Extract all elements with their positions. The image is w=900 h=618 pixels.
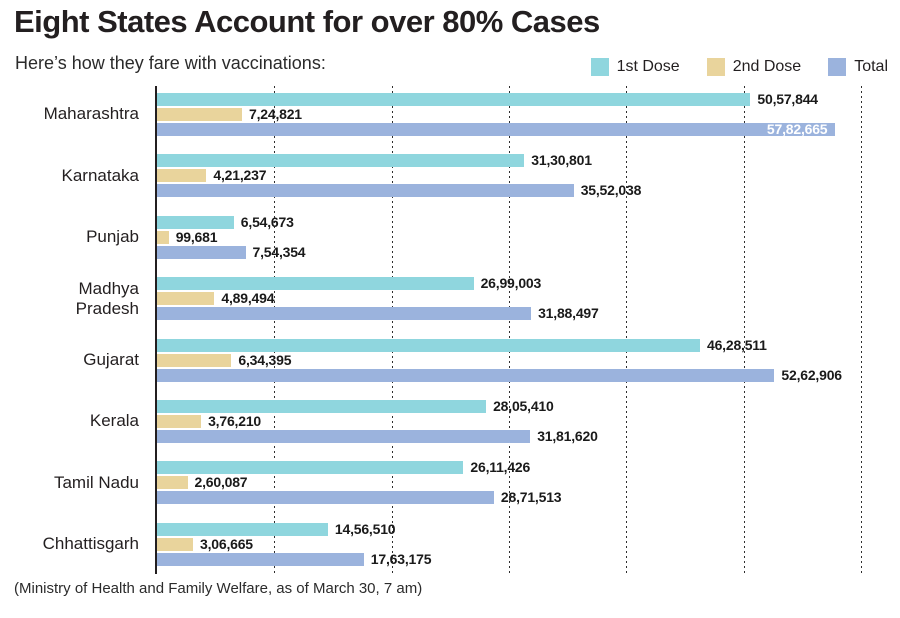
value-label-punjab-1st-dose: 6,54,673 — [240, 213, 294, 230]
legend-item-total: Total — [828, 58, 888, 76]
bar-madhya-pradesh-1st-dose — [157, 277, 474, 291]
bar-tamil-nadu-2nd-dose — [157, 476, 188, 490]
category-label-gujarat: Gujarat — [83, 350, 139, 370]
category-label-karnataka: Karnataka — [61, 165, 140, 185]
bar-group-punjab: 6,54,673 99,681 7,54,354 — [157, 213, 880, 260]
gridline — [391, 86, 393, 574]
bar-group-karnataka: 31,30,801 4,21,237 35,52,038 — [157, 152, 880, 199]
value-label-maharashtra-1st-dose: 50,57,844 — [757, 91, 818, 107]
bar-karnataka-2nd-dose — [157, 169, 207, 183]
bar-madhya-pradesh-total — [157, 307, 532, 321]
bar-kerala-2nd-dose — [157, 415, 202, 428]
legend-label: 1st Dose — [616, 58, 680, 75]
legend-item-1st-dose: 1st Dose — [590, 58, 680, 76]
chart-title: Eight States Account for over 80% Cases — [14, 4, 600, 39]
value-label-chhattisgarh-2nd-dose: 3,06,665 — [200, 535, 253, 552]
value-label-tamil-nadu-total: 28,71,513 — [500, 489, 562, 506]
category-label-maharashtra: Maharashtra — [43, 104, 139, 124]
bar-maharashtra-2nd-dose — [157, 108, 242, 121]
y-axis-line — [155, 86, 157, 574]
bar-gujarat-1st-dose — [157, 338, 700, 352]
bar-punjab-1st-dose — [157, 215, 234, 229]
bar-chhattisgarh-total — [157, 552, 364, 566]
category-axis-labels: Maharashtra Karnataka Punjab Madhya Pradesh… — [0, 86, 147, 574]
plot-area: 50,57,844 7,24,821 57,82,665 31,30,801 4,21,… — [155, 86, 880, 574]
bar-group-maharashtra: 50,57,844 7,24,821 57,82,665 — [157, 91, 880, 137]
gridline — [860, 86, 862, 574]
value-label-tamil-nadu-2nd-dose: 2,60,087 — [194, 474, 248, 491]
gridline — [743, 86, 745, 574]
legend-label: 2nd Dose — [732, 58, 802, 75]
total-swatch-icon — [828, 58, 847, 76]
value-label-gujarat-1st-dose: 46,28,511 — [707, 336, 767, 353]
value-label-tamil-nadu-1st-dose: 26,11,426 — [470, 459, 531, 476]
value-label-punjab-total: 7,54,354 — [252, 243, 306, 260]
bar-group-kerala: 28,05,410 3,76,210 31,81,620 — [157, 398, 880, 444]
bar-karnataka-1st-dose — [157, 154, 525, 168]
value-label-punjab-2nd-dose: 99,681 — [175, 228, 218, 245]
legend-label: Total — [854, 58, 888, 75]
bar-gujarat-total — [157, 368, 775, 382]
category-label-madhya-pradesh: Madhya Pradesh — [75, 278, 139, 318]
value-label-maharashtra-2nd-dose: 7,24,821 — [249, 106, 302, 122]
second-dose-swatch-icon — [706, 58, 725, 76]
value-label-madhya-pradesh-total: 31,88,497 — [538, 305, 599, 322]
value-label-chhattisgarh-1st-dose: 14,56,510 — [334, 520, 396, 537]
bar-tamil-nadu-1st-dose — [157, 461, 464, 475]
bar-chhattisgarh-2nd-dose — [157, 537, 193, 551]
bar-gujarat-2nd-dose — [157, 353, 232, 367]
value-label-karnataka-total: 35,52,038 — [580, 182, 642, 199]
value-label-karnataka-1st-dose: 31,30,801 — [531, 152, 592, 169]
source-note: (Ministry of Health and Family Welfare, … — [14, 580, 423, 597]
bar-punjab-total — [157, 245, 246, 259]
bar-tamil-nadu-total — [157, 491, 494, 505]
first-dose-swatch-icon — [590, 58, 609, 76]
value-label-kerala-2nd-dose: 3,76,210 — [208, 413, 261, 429]
bar-kerala-total — [157, 430, 531, 443]
gridline — [274, 86, 276, 574]
value-label-chhattisgarh-total: 17,63,175 — [370, 550, 432, 567]
bar-maharashtra-total — [157, 123, 836, 136]
chart-subtitle: Here’s how they fare with vaccinations: — [15, 53, 326, 73]
value-label-kerala-total: 31,81,620 — [537, 428, 598, 444]
bar-group-chhattisgarh: 14,56,510 3,06,665 17,63,175 — [157, 520, 880, 567]
value-label-madhya-pradesh-2nd-dose: 4,89,494 — [221, 290, 275, 307]
bar-maharashtra-1st-dose — [157, 93, 751, 106]
bar-punjab-2nd-dose — [157, 230, 169, 244]
bar-group-gujarat: 46,28,511 6,34,395 52,62,906 — [157, 336, 880, 383]
category-label-tamil-nadu: Tamil Nadu — [53, 472, 139, 492]
value-label-madhya-pradesh-1st-dose: 26,99,003 — [480, 275, 542, 292]
legend: 1st Dose 2nd Dose Total — [590, 58, 888, 76]
bar-group-tamil-nadu: 26,11,426 2,60,087 28,71,513 — [157, 459, 880, 506]
value-label-karnataka-2nd-dose: 4,21,237 — [213, 167, 267, 184]
bar-kerala-1st-dose — [157, 400, 487, 413]
gridline — [626, 86, 628, 574]
bar-madhya-pradesh-2nd-dose — [157, 292, 215, 306]
bar-group-madhya-pradesh: 26,99,003 4,89,494 31,88,497 — [157, 275, 880, 322]
category-label-chhattisgarh: Chhattisgarh — [42, 534, 139, 554]
legend-item-2nd-dose: 2nd Dose — [706, 58, 802, 76]
bar-chhattisgarh-1st-dose — [157, 522, 328, 536]
value-label-maharashtra-total: 57,82,665 — [766, 121, 828, 137]
bar-karnataka-total — [157, 184, 574, 198]
value-label-gujarat-2nd-dose: 6,34,395 — [238, 351, 292, 368]
category-label-punjab: Punjab — [86, 227, 139, 247]
gridline — [508, 86, 510, 574]
value-label-kerala-1st-dose: 28,05,410 — [493, 398, 554, 414]
category-label-kerala: Kerala — [89, 411, 139, 431]
value-label-gujarat-total: 52,62,906 — [781, 366, 842, 383]
